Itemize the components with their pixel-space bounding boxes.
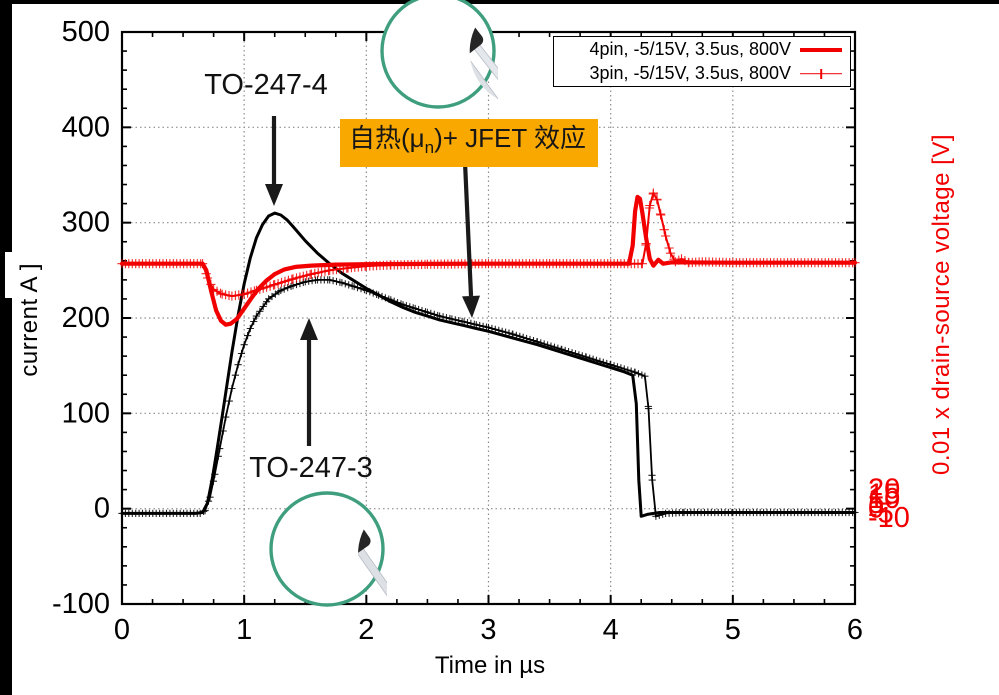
left-tick-label: 300 <box>62 207 110 239</box>
x-tick-label: 3 <box>480 614 496 646</box>
legend-red-solid-line-icon <box>800 44 842 56</box>
arrow-down-selfheat-shaft <box>462 161 474 297</box>
selfheat-subscript-n: n <box>424 138 435 158</box>
to-247-4-package-image <box>378 0 521 128</box>
left-tick-label: 200 <box>62 302 110 334</box>
selfheat-text-suffix: )+ JFET 效应 <box>434 123 587 153</box>
right-tick-label: 15 <box>868 478 900 510</box>
right-tick-label: -10 <box>868 502 910 534</box>
right-tick-label: -5 <box>868 497 894 529</box>
left-tick-label: 0 <box>94 493 110 525</box>
x-tick-label: 0 <box>114 614 130 646</box>
legend-row-3pin: 3pin, -5/15V, 3.5us, 800V <box>554 63 850 84</box>
series-plus-markers-3 <box>117 188 860 301</box>
left-tick-label: 400 <box>62 111 110 143</box>
left-border-bar <box>0 0 12 695</box>
arrow-down-selfheat-head <box>462 295 481 318</box>
legend-label-4pin: 4pin, -5/15V, 3.5us, 800V <box>589 39 792 59</box>
to-247-4-label: TO-247-4 <box>204 69 328 101</box>
green-circle-frame <box>269 491 385 607</box>
legend-row-4pin: 4pin, -5/15V, 3.5us, 800V <box>554 39 850 60</box>
left-border-white-notch <box>5 252 31 298</box>
selfheat-text-prefix: 自热(μ <box>349 123 425 153</box>
chart-legend: 4pin, -5/15V, 3.5us, 800V 3pin, -5/15V, … <box>553 36 851 87</box>
x-axis-title: Time in µs <box>434 652 546 679</box>
right-tick-label: 10 <box>868 483 900 515</box>
right-axis-title-text: 0.01 x drain-source voltage [V] <box>928 134 955 476</box>
arrow-down-to-247-4-head <box>265 184 283 206</box>
self-heating-jfet-annotation: 自热(μn)+ JFET 效应 <box>340 119 599 168</box>
right-tick-label: 5 <box>868 488 884 520</box>
to-247-3-label: TO-247-3 <box>249 452 373 484</box>
x-tick-label: 2 <box>358 614 374 646</box>
x-tick-label: 6 <box>847 614 863 646</box>
left-tick-label: -100 <box>52 588 110 620</box>
right-tick-label: 0 <box>868 493 884 525</box>
top-border-bar <box>0 0 999 4</box>
legend-red-plus-line-icon <box>800 68 842 80</box>
left-axis-title-text: current A ] <box>16 263 43 377</box>
legend-label-3pin: 3pin, -5/15V, 3.5us, 800V <box>589 63 792 83</box>
series-plus-markers-1 <box>118 276 859 520</box>
right-tick-label: 20 <box>868 474 900 506</box>
left-axis-title: current A ] <box>16 175 44 465</box>
green-circle-frame <box>380 0 496 109</box>
x-tick-label: 5 <box>725 614 741 646</box>
left-tick-label: 500 <box>62 16 110 48</box>
to-247-3-package-image <box>267 489 401 630</box>
left-tick-label: 100 <box>62 397 110 429</box>
right-axis-title: 0.01 x drain-source voltage [V] <box>928 105 956 505</box>
arrow-up-to-247-3-head <box>300 318 318 340</box>
x-tick-label: 1 <box>236 614 252 646</box>
x-tick-label: 4 <box>603 614 619 646</box>
